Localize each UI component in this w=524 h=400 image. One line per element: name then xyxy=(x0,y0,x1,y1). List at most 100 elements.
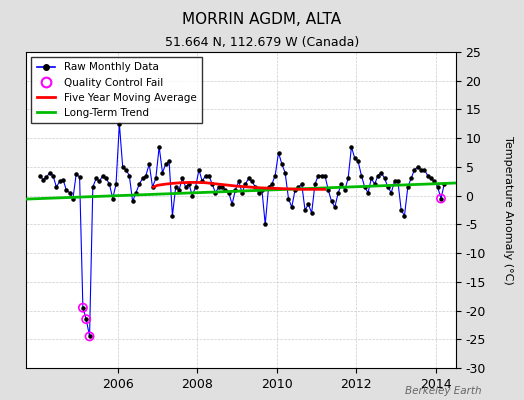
Point xyxy=(301,207,309,213)
Point xyxy=(178,175,187,182)
Point xyxy=(228,201,236,208)
Point xyxy=(52,184,61,190)
Point xyxy=(99,172,107,179)
Point xyxy=(211,190,220,196)
Point xyxy=(181,184,190,190)
Point xyxy=(245,175,253,182)
Point xyxy=(42,174,51,180)
Point xyxy=(95,178,104,184)
Point xyxy=(370,181,379,187)
Point xyxy=(39,176,47,183)
Point xyxy=(380,175,389,182)
Point xyxy=(364,190,372,196)
Point xyxy=(278,161,286,167)
Point xyxy=(255,190,263,196)
Point xyxy=(390,178,399,184)
Point xyxy=(374,172,382,179)
Point xyxy=(387,190,396,196)
Point xyxy=(46,170,54,176)
Point xyxy=(49,172,57,179)
Point xyxy=(407,175,416,182)
Point xyxy=(75,174,84,180)
Point xyxy=(198,178,206,184)
Point xyxy=(304,201,312,208)
Point xyxy=(135,181,144,187)
Point xyxy=(413,164,422,170)
Text: 51.664 N, 112.679 W (Canada): 51.664 N, 112.679 W (Canada) xyxy=(165,36,359,49)
Point xyxy=(318,172,326,179)
Point xyxy=(205,172,213,179)
Point xyxy=(344,175,352,182)
Point xyxy=(275,149,283,156)
Point xyxy=(141,172,150,179)
Point xyxy=(354,158,362,164)
Point xyxy=(268,181,276,187)
Point xyxy=(351,155,359,162)
Point xyxy=(195,166,203,173)
Point xyxy=(79,304,87,311)
Point xyxy=(294,184,302,190)
Point xyxy=(420,166,429,173)
Text: Berkeley Earth: Berkeley Earth xyxy=(406,386,482,396)
Point xyxy=(145,161,154,167)
Point xyxy=(397,207,406,213)
Point xyxy=(115,121,124,127)
Point xyxy=(241,181,249,187)
Point xyxy=(128,198,137,204)
Point xyxy=(384,184,392,190)
Point xyxy=(437,195,445,202)
Point xyxy=(235,178,243,184)
Point xyxy=(85,333,94,340)
Point xyxy=(215,184,223,190)
Point xyxy=(341,187,349,193)
Y-axis label: Temperature Anomaly (°C): Temperature Anomaly (°C) xyxy=(503,136,512,284)
Point xyxy=(185,181,193,187)
Point xyxy=(347,144,356,150)
Point xyxy=(168,212,177,219)
Point xyxy=(112,181,120,187)
Point xyxy=(285,195,293,202)
Point xyxy=(400,212,409,219)
Text: MORRIN AGDM, ALTA: MORRIN AGDM, ALTA xyxy=(182,12,342,27)
Point xyxy=(36,172,44,179)
Point xyxy=(248,178,256,184)
Point xyxy=(265,184,273,190)
Point xyxy=(66,190,74,196)
Point xyxy=(314,172,322,179)
Point xyxy=(288,204,296,210)
Point xyxy=(85,333,94,340)
Point xyxy=(56,178,64,184)
Point xyxy=(423,172,432,179)
Point xyxy=(92,175,100,182)
Point xyxy=(321,172,329,179)
Point xyxy=(328,198,336,204)
Point xyxy=(251,184,259,190)
Point xyxy=(191,184,200,190)
Point xyxy=(175,187,183,193)
Point xyxy=(82,316,90,322)
Point xyxy=(271,172,279,179)
Point xyxy=(108,195,117,202)
Point xyxy=(291,187,299,193)
Point xyxy=(403,184,412,190)
Point xyxy=(357,172,366,179)
Point xyxy=(59,176,67,183)
Point xyxy=(311,181,319,187)
Point xyxy=(238,190,246,196)
Point xyxy=(188,192,196,199)
Point xyxy=(72,171,81,177)
Point xyxy=(171,184,180,190)
Point xyxy=(155,144,163,150)
Point xyxy=(69,195,77,202)
Point xyxy=(337,181,346,187)
Point xyxy=(89,184,97,190)
Point xyxy=(377,170,386,176)
Point xyxy=(231,187,239,193)
Point xyxy=(118,164,127,170)
Point xyxy=(151,175,160,182)
Point xyxy=(331,204,339,210)
Point xyxy=(161,161,170,167)
Point xyxy=(105,181,114,187)
Point xyxy=(410,166,419,173)
Point xyxy=(208,181,216,187)
